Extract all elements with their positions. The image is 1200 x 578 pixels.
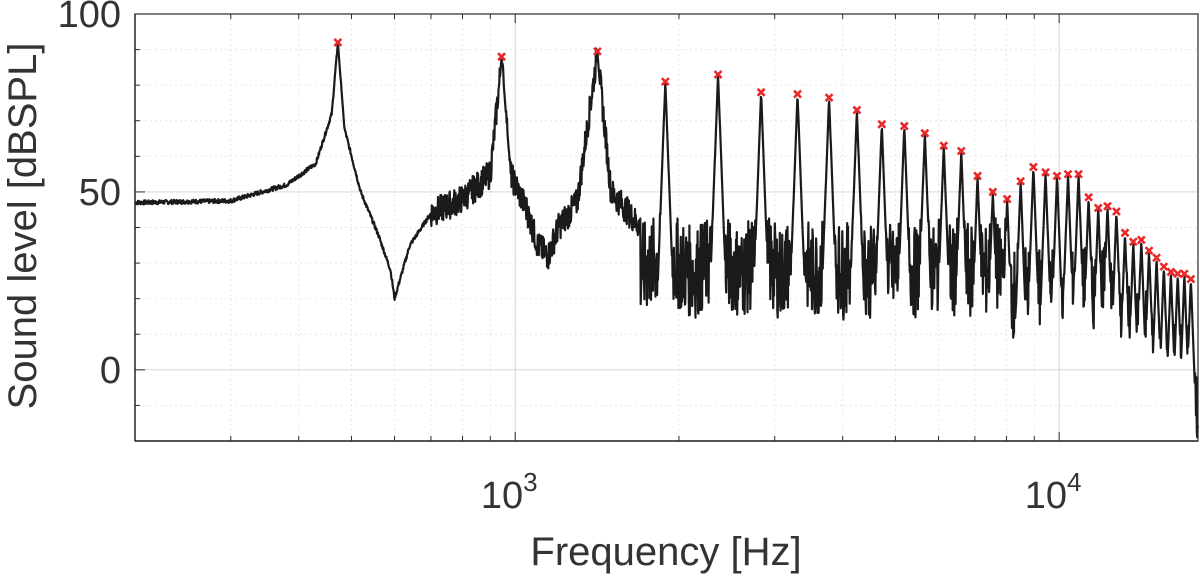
peak-marker-stroke xyxy=(1112,207,1121,216)
peak-marker xyxy=(824,93,834,103)
peak-marker-stroke xyxy=(1136,235,1146,245)
x-tick-label: 103 xyxy=(481,467,538,517)
peak-marker-stroke xyxy=(497,52,507,62)
peak-marker-stroke xyxy=(1016,176,1026,186)
peak-marker xyxy=(1002,194,1012,204)
peak-marker-stroke xyxy=(1093,203,1103,213)
peak-marker-stroke xyxy=(1159,262,1169,272)
peak-marker xyxy=(852,105,862,115)
peak-marker-stroke xyxy=(1028,162,1038,172)
y-tick-labels: 0 50 100 xyxy=(58,0,121,392)
peak-marker-stroke xyxy=(852,105,862,115)
peak-marker xyxy=(1084,192,1094,202)
peak-marker xyxy=(497,52,507,62)
peak-marker-stroke xyxy=(1128,237,1138,247)
peak-marker xyxy=(1120,228,1130,238)
peak-marker xyxy=(1041,167,1050,177)
peak-marker-stroke xyxy=(1186,274,1196,284)
peak-marker-stroke xyxy=(1179,269,1189,279)
peak-marker xyxy=(592,46,602,56)
y-tick-label: 100 xyxy=(58,0,121,36)
peak-marker-stroke xyxy=(1144,246,1154,256)
peak-marker-stroke xyxy=(877,119,887,129)
peak-marker xyxy=(1186,274,1196,284)
spectrum-line xyxy=(134,41,1200,439)
peak-marker-stroke xyxy=(1052,171,1062,181)
peak-marker-stroke xyxy=(1041,167,1050,177)
peak-marker-stroke xyxy=(660,77,670,87)
peak-marker xyxy=(1152,253,1161,263)
peak-marker xyxy=(973,171,982,181)
peak-marker-stroke xyxy=(973,171,982,181)
peak-marker-stroke xyxy=(1002,194,1012,204)
peak-marker xyxy=(1016,176,1026,186)
peak-marker-stroke xyxy=(1152,253,1161,263)
peak-marker xyxy=(1028,162,1038,172)
peak-marker xyxy=(1112,207,1121,216)
peak-marker-stroke xyxy=(1103,201,1112,211)
peak-marker-stroke xyxy=(713,70,723,79)
peak-marker-stroke xyxy=(988,187,998,197)
x-tick-label: 104 xyxy=(1025,467,1082,517)
peak-marker-stroke xyxy=(920,128,930,138)
peak-marker-stroke xyxy=(1063,169,1073,179)
peak-marker-stroke xyxy=(956,146,966,156)
series-group xyxy=(134,41,1200,439)
peak-marker xyxy=(1128,237,1138,247)
peak-marker-stroke xyxy=(793,89,802,99)
peak-marker-stroke xyxy=(899,121,909,131)
peak-marker-stroke xyxy=(1120,228,1130,238)
peak-marker xyxy=(1179,269,1189,279)
peak-marker xyxy=(660,77,670,87)
x-tick-labels: 103 104 xyxy=(481,467,1082,517)
peak-marker-stroke xyxy=(1166,267,1176,277)
peak-marker xyxy=(1074,169,1083,179)
peak-marker xyxy=(988,187,998,197)
peak-marker xyxy=(1144,246,1154,256)
peak-marker xyxy=(1103,201,1112,211)
peak-marker xyxy=(939,141,949,151)
peak-marker xyxy=(1093,203,1103,213)
peak-marker-stroke xyxy=(1074,169,1083,179)
peak-marker xyxy=(899,121,909,131)
y-axis-label: Sound level [dBSPL] xyxy=(1,43,45,410)
peak-marker xyxy=(1173,269,1183,279)
peak-marker-stroke xyxy=(939,141,949,151)
peak-marker xyxy=(877,119,887,129)
peak-markers xyxy=(333,38,1196,284)
peak-marker xyxy=(1063,169,1073,179)
peak-marker xyxy=(1166,267,1176,277)
peak-marker xyxy=(956,146,966,156)
peak-marker xyxy=(793,89,802,99)
peak-marker xyxy=(333,38,343,47)
peak-marker-stroke xyxy=(592,46,602,56)
peak-marker-stroke xyxy=(1084,192,1094,202)
y-tick-label: 50 xyxy=(79,172,121,214)
peak-marker-stroke xyxy=(333,38,343,47)
peak-marker-stroke xyxy=(824,93,834,103)
peak-marker-stroke xyxy=(756,87,766,97)
peak-marker xyxy=(756,87,766,97)
peak-marker xyxy=(1052,171,1062,181)
axis-ticks xyxy=(134,13,1060,442)
peak-marker xyxy=(713,70,723,79)
peak-marker xyxy=(1136,235,1146,245)
peak-marker xyxy=(920,128,930,138)
peak-marker xyxy=(1159,262,1169,272)
x-axis-label: Frequency [Hz] xyxy=(530,530,801,574)
y-tick-label: 0 xyxy=(100,350,121,392)
peak-marker-stroke xyxy=(1173,269,1183,279)
